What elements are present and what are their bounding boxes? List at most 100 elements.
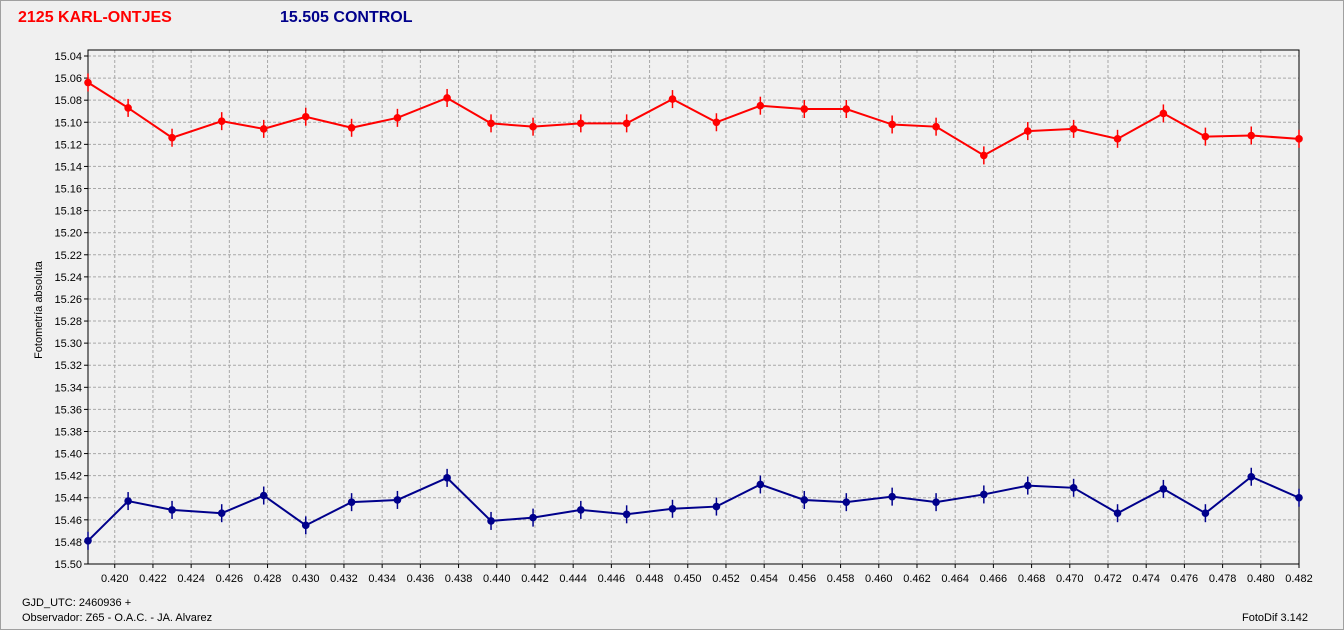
data-point — [1247, 473, 1255, 481]
data-point — [348, 498, 356, 506]
data-point — [443, 474, 451, 482]
x-tick-label: 0.434 — [368, 573, 396, 585]
y-tick-label: 15.36 — [54, 404, 82, 416]
y-tick-label: 15.16 — [54, 184, 82, 196]
y-tick-label: 15.50 — [54, 559, 82, 571]
data-point — [713, 503, 721, 511]
data-point — [1114, 135, 1122, 143]
y-tick-label: 15.48 — [54, 537, 82, 549]
x-tick-label: 0.476 — [1171, 573, 1199, 585]
y-tick-label: 15.18 — [54, 206, 82, 218]
x-tick-label: 0.442 — [521, 573, 549, 585]
data-point — [577, 120, 585, 128]
y-tick-label: 15.22 — [54, 250, 82, 262]
data-point — [669, 505, 677, 513]
x-tick-label: 0.464 — [941, 573, 969, 585]
x-tick-label: 0.480 — [1247, 573, 1275, 585]
data-point — [1295, 494, 1303, 502]
x-tick-label: 0.440 — [483, 573, 511, 585]
x-tick-label: 0.482 — [1285, 573, 1313, 585]
x-tick-label: 0.432 — [330, 573, 358, 585]
x-tick-label: 0.444 — [559, 573, 587, 585]
x-tick-label: 0.438 — [445, 573, 473, 585]
y-tick-label: 15.10 — [54, 117, 82, 129]
data-point — [1295, 135, 1303, 143]
x-tick-label: 0.424 — [177, 573, 205, 585]
data-point — [800, 496, 808, 504]
y-tick-label: 15.38 — [54, 426, 82, 438]
data-point — [168, 134, 176, 142]
data-point — [843, 105, 851, 113]
y-tick-label: 15.06 — [54, 73, 82, 85]
data-point — [757, 102, 765, 110]
data-point — [843, 498, 851, 506]
data-point — [84, 537, 92, 545]
y-tick-label: 15.26 — [54, 294, 82, 306]
x-tick-label: 0.422 — [139, 573, 167, 585]
data-point — [980, 152, 988, 160]
data-point — [623, 120, 631, 128]
y-tick-label: 15.28 — [54, 316, 82, 328]
data-point — [932, 123, 940, 131]
x-tick-label: 0.474 — [1132, 573, 1160, 585]
data-point — [218, 117, 226, 125]
data-point — [260, 125, 268, 133]
data-point — [394, 496, 402, 504]
data-point — [888, 493, 896, 501]
y-axis-label: Fotometría absoluta — [33, 260, 45, 359]
x-tick-label: 0.456 — [789, 573, 817, 585]
data-point — [84, 79, 92, 87]
data-point — [218, 509, 226, 517]
x-tick-label: 0.448 — [636, 573, 664, 585]
x-tick-label: 0.452 — [712, 573, 740, 585]
data-point — [757, 481, 765, 489]
x-tick-label: 0.468 — [1018, 573, 1046, 585]
data-point — [394, 114, 402, 122]
y-tick-label: 15.14 — [54, 161, 82, 173]
data-point — [1070, 125, 1078, 133]
x-tick-label: 0.470 — [1056, 573, 1084, 585]
gjd-label: GJD_UTC: 2460936 + — [22, 597, 131, 609]
x-tick-label: 0.462 — [903, 573, 931, 585]
x-tick-label: 0.430 — [292, 573, 320, 585]
data-point — [1024, 127, 1032, 135]
data-point — [932, 498, 940, 506]
data-point — [1202, 509, 1210, 517]
x-tick-label: 0.428 — [254, 573, 282, 585]
data-point — [1160, 110, 1168, 118]
y-tick-label: 15.30 — [54, 338, 82, 350]
data-point — [623, 511, 631, 519]
data-point — [1202, 133, 1210, 141]
data-point — [529, 514, 537, 522]
x-tick-label: 0.436 — [407, 573, 435, 585]
data-point — [302, 113, 310, 121]
y-tick-label: 15.04 — [54, 51, 82, 63]
version-label: FotoDif 3.142 — [1242, 612, 1308, 624]
data-point — [302, 522, 310, 530]
data-point — [669, 95, 677, 103]
x-tick-label: 0.458 — [827, 573, 855, 585]
data-point — [487, 120, 495, 128]
y-tick-label: 15.32 — [54, 360, 82, 372]
data-point — [1160, 485, 1168, 493]
y-tick-label: 15.12 — [54, 139, 82, 151]
y-tick-label: 15.08 — [54, 95, 82, 107]
data-point — [348, 124, 356, 132]
x-tick-label: 0.466 — [980, 573, 1008, 585]
y-tick-label: 15.46 — [54, 515, 82, 527]
data-point — [260, 492, 268, 500]
x-tick-label: 0.460 — [865, 573, 893, 585]
data-point — [487, 517, 495, 525]
x-tick-label: 0.446 — [598, 573, 626, 585]
y-tick-label: 15.42 — [54, 471, 82, 483]
y-tick-label: 15.20 — [54, 228, 82, 240]
data-point — [980, 491, 988, 499]
observer-label: Observador: Z65 - O.A.C. - JA. Alvarez — [22, 612, 212, 624]
data-point — [1247, 132, 1255, 140]
data-point — [124, 497, 132, 505]
data-point — [577, 506, 585, 514]
data-point — [1024, 482, 1032, 490]
data-point — [800, 105, 808, 113]
data-point — [168, 506, 176, 514]
